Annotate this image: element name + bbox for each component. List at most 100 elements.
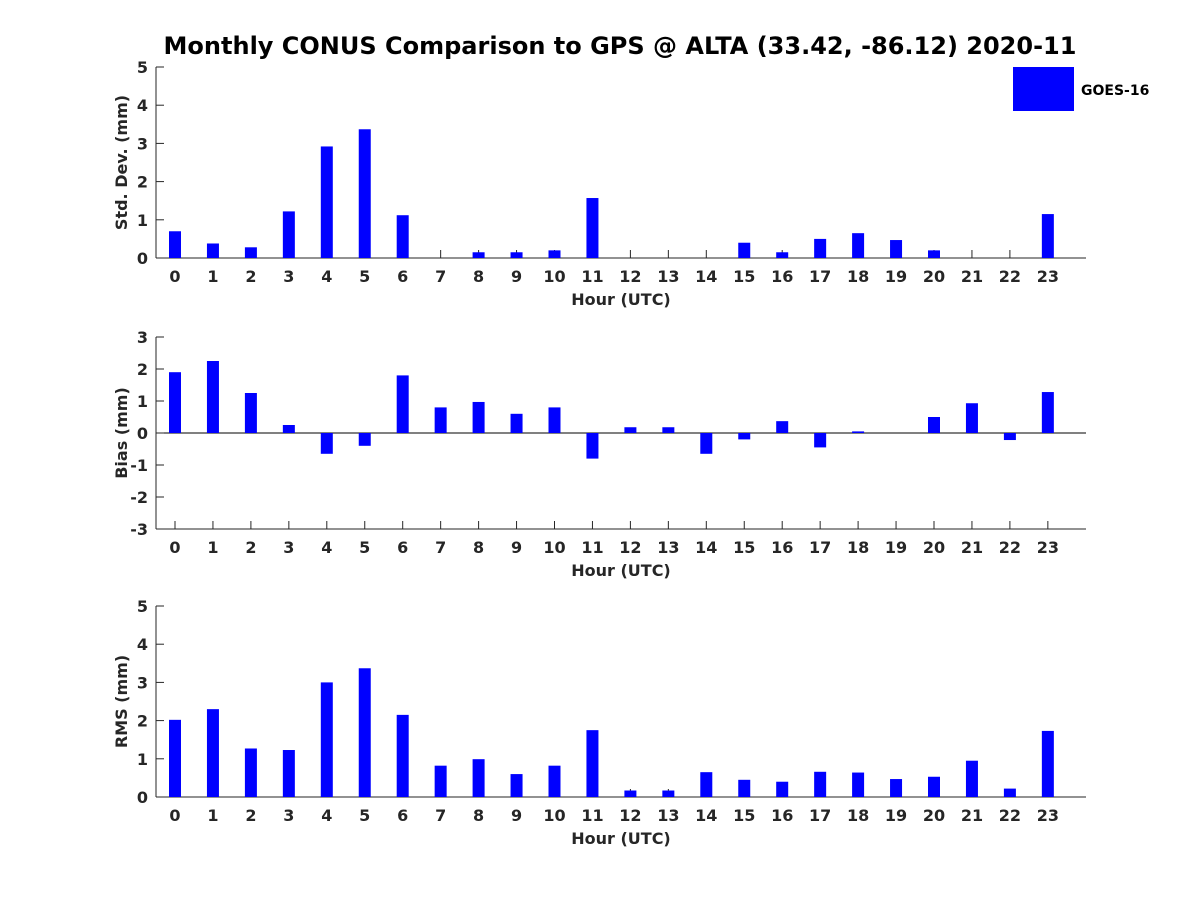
y-tick-label: -3	[130, 520, 148, 539]
bar-hour-23	[1041, 392, 1054, 433]
bar-hour-22	[1003, 788, 1016, 797]
bar-hour-16	[776, 781, 789, 797]
y-tick-label: 2	[137, 360, 148, 379]
y-tick-label: -2	[130, 488, 148, 507]
x-tick-label: 21	[961, 806, 983, 825]
x-tick-label: 7	[435, 538, 446, 557]
bar-hour-11	[586, 198, 599, 258]
bar-hour-5	[358, 433, 371, 446]
bar-hour-15	[738, 242, 751, 258]
bar-hour-19	[890, 240, 903, 258]
std-dev-x-axis-label: Hour (UTC)	[571, 290, 671, 309]
bar-hour-2	[244, 247, 257, 258]
bar-hour-2	[244, 393, 257, 433]
bar-hour-5	[358, 668, 371, 797]
x-tick-label: 14	[695, 538, 717, 557]
x-tick-label: 13	[657, 538, 679, 557]
bar-hour-2	[244, 748, 257, 797]
bar-hour-3	[282, 211, 295, 258]
x-tick-label: 12	[619, 806, 641, 825]
x-tick-label: 11	[581, 538, 603, 557]
bar-hour-13	[662, 790, 675, 797]
x-tick-label: 18	[847, 267, 869, 286]
bar-hour-20	[928, 776, 940, 797]
bar-hour-6	[396, 375, 409, 433]
x-tick-label: 7	[435, 267, 446, 286]
y-tick-label: 1	[137, 392, 148, 411]
x-tick-label: 18	[847, 538, 869, 557]
x-tick-label: 23	[1037, 267, 1059, 286]
bar-hour-15	[738, 433, 751, 440]
y-tick-label: 0	[137, 249, 148, 268]
x-tick-label: 2	[245, 267, 256, 286]
x-tick-label: 10	[543, 538, 565, 557]
x-tick-label: 8	[473, 538, 484, 557]
x-tick-label: 18	[847, 806, 869, 825]
bar-hour-16	[776, 252, 789, 258]
bar-hour-21	[965, 403, 978, 433]
x-tick-label: 6	[397, 267, 408, 286]
x-tick-label: 0	[169, 806, 180, 825]
x-tick-label: 17	[809, 806, 831, 825]
x-tick-label: 15	[733, 806, 755, 825]
x-tick-label: 22	[999, 267, 1021, 286]
bar-hour-1	[206, 361, 219, 433]
bar-hour-14	[700, 772, 713, 797]
x-tick-label: 8	[473, 806, 484, 825]
x-tick-label: 1	[207, 806, 218, 825]
x-tick-label: 2	[245, 806, 256, 825]
x-tick-label: 9	[511, 267, 522, 286]
x-tick-label: 4	[321, 538, 332, 557]
bar-hour-19	[890, 779, 903, 797]
y-tick-label: 1	[137, 211, 148, 230]
x-tick-label: 1	[207, 538, 218, 557]
bar-hour-11	[586, 433, 599, 459]
x-tick-label: 19	[885, 538, 907, 557]
bar-hour-4	[320, 682, 333, 797]
x-tick-label: 4	[321, 267, 332, 286]
bar-hour-9	[510, 774, 523, 797]
y-tick-label: 3	[137, 134, 148, 153]
x-tick-label: 3	[283, 267, 294, 286]
legend-label: GOES-16	[1081, 83, 1149, 99]
x-tick-label: 13	[657, 267, 679, 286]
bar-hour-8	[472, 759, 485, 797]
y-tick-label: 2	[137, 173, 148, 192]
x-tick-label: 20	[923, 267, 945, 286]
x-tick-label: 19	[885, 806, 907, 825]
x-tick-label: 14	[695, 267, 717, 286]
bar-hour-10	[548, 407, 561, 433]
bar-hour-9	[510, 252, 523, 258]
bar-hour-22	[1003, 433, 1016, 441]
x-tick-label: 5	[359, 267, 370, 286]
bar-hour-6	[396, 215, 409, 258]
x-tick-label: 16	[771, 538, 793, 557]
x-tick-label: 10	[543, 806, 565, 825]
x-tick-label: 11	[581, 806, 603, 825]
bar-hour-5	[358, 129, 371, 258]
y-tick-label: 0	[137, 788, 148, 807]
x-tick-label: 3	[283, 806, 294, 825]
x-tick-label: 1	[207, 267, 218, 286]
bar-hour-18	[852, 772, 865, 797]
x-tick-label: 0	[169, 538, 180, 557]
y-tick-label: 3	[137, 673, 148, 692]
x-tick-label: 21	[961, 538, 983, 557]
bar-hour-0	[169, 719, 181, 797]
x-tick-label: 22	[999, 538, 1021, 557]
y-tick-label: 0	[137, 424, 148, 443]
x-tick-label: 3	[283, 538, 294, 557]
bar-hour-11	[586, 730, 599, 797]
bar-hour-12	[624, 427, 637, 433]
x-tick-label: 23	[1037, 538, 1059, 557]
bar-hour-0	[169, 231, 181, 258]
x-tick-label: 2	[245, 538, 256, 557]
x-tick-label: 7	[435, 806, 446, 825]
x-tick-label: 22	[999, 806, 1021, 825]
x-tick-label: 6	[397, 538, 408, 557]
y-tick-label: -1	[130, 456, 148, 475]
x-tick-label: 12	[619, 538, 641, 557]
x-tick-label: 16	[771, 267, 793, 286]
chart-title: Monthly CONUS Comparison to GPS @ ALTA (…	[164, 32, 1077, 60]
